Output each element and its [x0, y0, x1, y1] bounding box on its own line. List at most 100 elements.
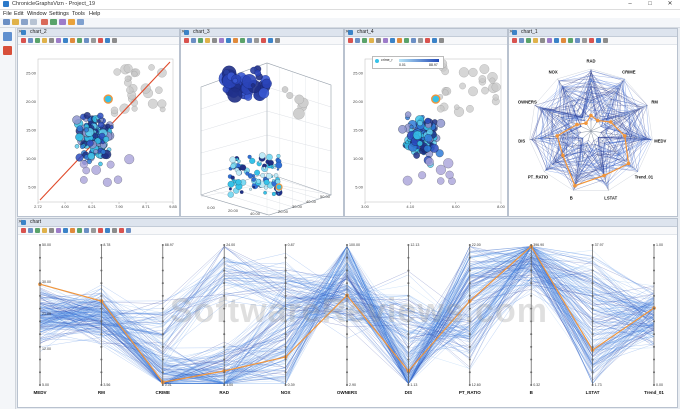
undo-icon[interactable]: [56, 228, 61, 233]
save-icon[interactable]: [418, 38, 423, 43]
open-icon[interactable]: [519, 38, 524, 43]
select-icon[interactable]: [568, 38, 573, 43]
panel-tab[interactable]: chart_4 ✕: [345, 29, 507, 37]
parallel-coordinates-chart[interactable]: 50.00 5.00 30.00 21.00 12.00 MEDV 8.78 3.56 RM 88…: [18, 235, 677, 407]
settings-icon[interactable]: [411, 38, 416, 43]
save-icon[interactable]: [21, 228, 26, 233]
menu-edit[interactable]: Edit: [14, 11, 24, 17]
copy-icon[interactable]: [439, 38, 444, 43]
close-tab-icon[interactable]: ✕: [181, 29, 186, 35]
copy-icon[interactable]: [533, 38, 538, 43]
data-source-icon[interactable]: [3, 32, 12, 41]
zoom-icon[interactable]: [397, 38, 402, 43]
open-icon[interactable]: [98, 228, 103, 233]
menu-tools[interactable]: Tools: [72, 11, 85, 17]
settings-icon[interactable]: [84, 38, 89, 43]
close-tab-icon[interactable]: ✕: [345, 29, 350, 35]
open-icon[interactable]: [589, 38, 594, 43]
radar-chart[interactable]: RAD CRIME RM MEDV Trend_01 LSTAT B PT_RATIO DIS O…: [509, 45, 677, 216]
cut-icon[interactable]: [432, 38, 437, 43]
select-icon[interactable]: [77, 38, 82, 43]
open-icon[interactable]: [28, 38, 33, 43]
cut-icon[interactable]: [105, 38, 110, 43]
copy-icon[interactable]: [369, 38, 374, 43]
menu-window[interactable]: Window: [27, 11, 47, 17]
minimize-button[interactable]: –: [628, 1, 632, 7]
settings-icon[interactable]: [59, 19, 66, 25]
zoom-icon[interactable]: [70, 228, 75, 233]
cut-icon[interactable]: [268, 38, 273, 43]
copy-icon[interactable]: [42, 38, 47, 43]
open-icon[interactable]: [98, 38, 103, 43]
open-icon[interactable]: [191, 38, 196, 43]
undo-icon[interactable]: [126, 228, 131, 233]
copy-icon[interactable]: [112, 38, 117, 43]
open-icon[interactable]: [28, 228, 33, 233]
cut-icon[interactable]: [35, 228, 40, 233]
copy-icon[interactable]: [205, 38, 210, 43]
redo-icon[interactable]: [554, 38, 559, 43]
undo-icon[interactable]: [547, 38, 552, 43]
settings-icon[interactable]: [247, 38, 252, 43]
panel-tab[interactable]: chart ✕: [18, 219, 677, 227]
undo-icon[interactable]: [383, 38, 388, 43]
panel-tab[interactable]: chart_2 ✕: [18, 29, 179, 37]
cut-icon[interactable]: [198, 38, 203, 43]
save-icon[interactable]: [582, 38, 587, 43]
copy-icon[interactable]: [112, 228, 117, 233]
save-icon[interactable]: [184, 38, 189, 43]
menu-help[interactable]: Help: [89, 11, 101, 17]
save-icon[interactable]: [91, 228, 96, 233]
undo-icon[interactable]: [219, 38, 224, 43]
cut-icon[interactable]: [105, 228, 110, 233]
cut-icon[interactable]: [35, 38, 40, 43]
panel-tab[interactable]: chart_3 ✕: [181, 29, 343, 37]
select-icon[interactable]: [404, 38, 409, 43]
copy-icon[interactable]: [275, 38, 280, 43]
redo-icon[interactable]: [63, 228, 68, 233]
save-icon[interactable]: [91, 38, 96, 43]
paste-icon[interactable]: [49, 228, 54, 233]
open-icon[interactable]: [261, 38, 266, 43]
open-icon[interactable]: [425, 38, 430, 43]
copy-icon[interactable]: [603, 38, 608, 43]
menu-file[interactable]: File: [3, 11, 12, 17]
paste-icon[interactable]: [540, 38, 545, 43]
redo-icon[interactable]: [390, 38, 395, 43]
zoom-icon[interactable]: [70, 38, 75, 43]
export-icon[interactable]: [50, 19, 57, 25]
new-icon[interactable]: [3, 19, 10, 25]
paste-icon[interactable]: [49, 38, 54, 43]
close-tab-icon[interactable]: ✕: [18, 219, 23, 225]
copy-icon[interactable]: [42, 228, 47, 233]
chart-library-icon[interactable]: [3, 46, 12, 55]
save-icon[interactable]: [21, 19, 28, 25]
maximize-button[interactable]: □: [648, 1, 652, 7]
panel-tab[interactable]: chart_1 ✕: [509, 29, 677, 37]
close-tab-icon[interactable]: ✕: [18, 29, 23, 35]
cut-icon[interactable]: [526, 38, 531, 43]
close-tab-icon[interactable]: ✕: [509, 29, 514, 35]
scatter-chart[interactable]: 2.72 4.00 6.21 7.90 8.71 9.85 5.00 10.00 15.00 20…: [18, 45, 179, 216]
open-icon[interactable]: [12, 19, 19, 25]
zoom-icon[interactable]: [233, 38, 238, 43]
help-icon[interactable]: [77, 19, 84, 25]
cut-icon[interactable]: [362, 38, 367, 43]
save-icon[interactable]: [348, 38, 353, 43]
open-icon[interactable]: [355, 38, 360, 43]
import-icon[interactable]: [41, 19, 48, 25]
paste-icon[interactable]: [119, 228, 124, 233]
paste-icon[interactable]: [376, 38, 381, 43]
redo-icon[interactable]: [226, 38, 231, 43]
redo-icon[interactable]: [63, 38, 68, 43]
select-icon[interactable]: [77, 228, 82, 233]
save-icon[interactable]: [254, 38, 259, 43]
print-icon[interactable]: [30, 19, 37, 25]
paste-icon[interactable]: [212, 38, 217, 43]
wizard-icon[interactable]: [68, 19, 75, 25]
select-icon[interactable]: [240, 38, 245, 43]
settings-icon[interactable]: [84, 228, 89, 233]
menu-settings[interactable]: Settings: [49, 11, 69, 17]
scatter-chart[interactable]: 3.00 4.10 6.00 8.00 5.00 10.00 15.00 20.00 25.00: [345, 45, 507, 216]
